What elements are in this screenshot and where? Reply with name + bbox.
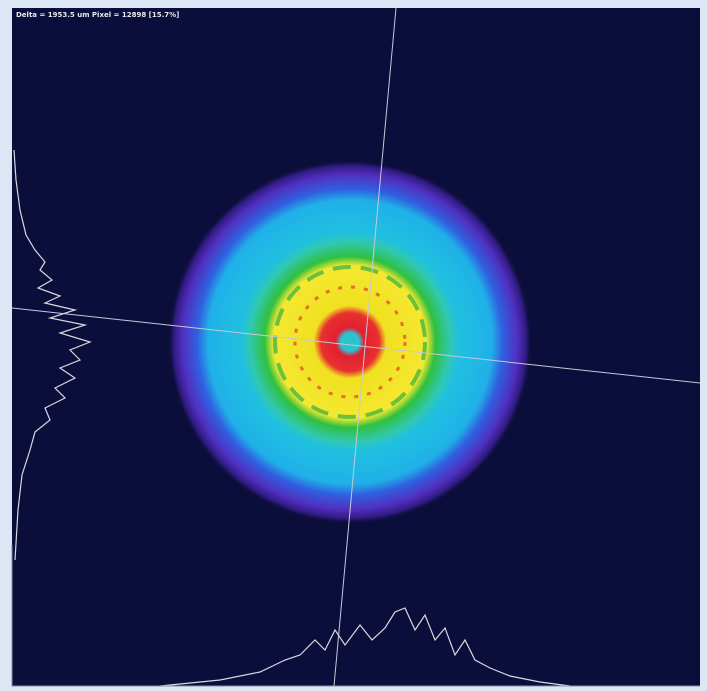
crosshair-horizontal (11, 307, 701, 384)
readout-text: Delta = 1953.5 um Pixel = 12898 [15.7%] (16, 11, 179, 19)
horizontal-profile (159, 607, 571, 687)
profile-axis (11, 545, 700, 687)
beam-ring (293, 285, 407, 399)
beam-ring (273, 265, 427, 419)
crosshair-vertical (333, 7, 397, 687)
beam-spot (168, 160, 532, 524)
vertical-profile (13, 149, 92, 561)
